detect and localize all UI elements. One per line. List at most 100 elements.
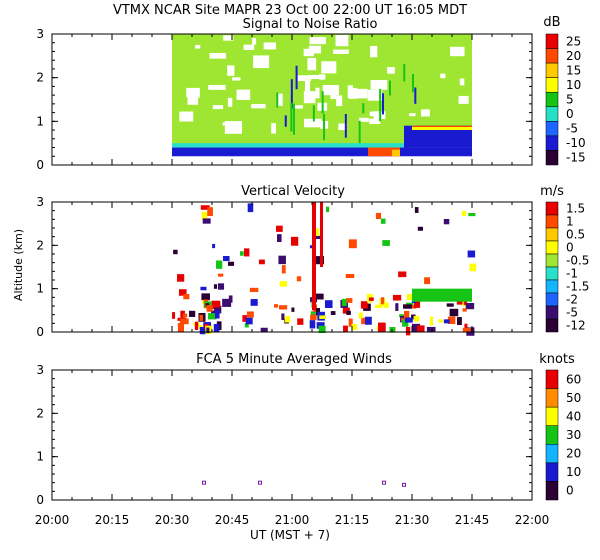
velocity-cell <box>177 322 185 332</box>
velocity-layer <box>412 288 472 302</box>
snr-hotspot <box>368 147 400 157</box>
wind-point <box>258 480 262 485</box>
colorbar-swatch <box>545 388 559 408</box>
colorbar-label: -15 <box>566 151 586 165</box>
velocity-cell <box>462 327 471 332</box>
colorbar-swatch <box>545 121 559 137</box>
velocity-cell <box>414 207 419 213</box>
snr-gap <box>352 88 368 99</box>
colorbar-swatch <box>545 369 559 389</box>
velocity-cell <box>177 274 185 282</box>
snr-gap <box>370 45 378 58</box>
y-tick-label: 0 <box>36 158 44 172</box>
colorbar-label: 30 <box>566 428 581 442</box>
snr-gap <box>308 45 322 54</box>
velocity-cell <box>273 304 279 308</box>
panel-1: 0 1 2 3 <box>36 27 533 172</box>
snr-streak <box>381 93 384 115</box>
velocity-cell <box>189 310 196 317</box>
y-tick-label: 2 <box>36 71 44 85</box>
velocity-cell <box>247 203 254 213</box>
velocity-cell <box>312 235 322 239</box>
snr-gap <box>409 113 416 117</box>
velocity-cell <box>179 318 189 325</box>
velocity-cell <box>202 218 211 224</box>
winds-unit: knots <box>539 352 575 367</box>
velocity-cell <box>463 299 468 305</box>
colorbar-label: 20 <box>566 49 581 63</box>
velocity-cell <box>411 323 421 332</box>
velocity-title: Vertical Velocity <box>241 184 345 199</box>
velocity-cell <box>296 276 302 282</box>
snr-gap <box>459 78 465 86</box>
velocity-cell <box>467 250 476 258</box>
velocity-cell <box>281 265 286 274</box>
velocity-cell <box>222 298 232 307</box>
velocity-cell <box>228 295 233 303</box>
snr-gap <box>333 49 349 54</box>
snr-gap <box>309 37 326 45</box>
snr-gap <box>304 79 311 92</box>
wind-point <box>382 480 386 485</box>
snr-streak <box>292 103 295 135</box>
velocity-cell <box>443 319 450 324</box>
velocity-cell <box>246 311 254 318</box>
colorbar-label: 25 <box>566 34 581 48</box>
y-tick-label: 1 <box>36 114 44 128</box>
snr-streak <box>323 113 326 141</box>
snr-gap <box>263 42 277 50</box>
colorbar-label: -0.5 <box>566 254 589 268</box>
snr-streak <box>388 80 391 96</box>
colorbar-label: -1 <box>566 267 578 281</box>
velocity-cell <box>438 319 443 323</box>
y-tick-label: 1 <box>36 282 44 296</box>
velocity-cell <box>346 310 351 315</box>
colorbar-label: -5 <box>566 122 578 136</box>
x-tick-label: 20:30 <box>155 513 190 527</box>
snr-streak <box>414 87 417 104</box>
snr-gap <box>458 95 469 104</box>
plot-frame <box>51 369 533 501</box>
snr-gap <box>359 117 369 122</box>
snr-bottom-band-edge <box>172 143 472 148</box>
snr-gap <box>251 103 266 109</box>
x-axis-label: UT (MST + 7) <box>250 528 330 542</box>
snr-gap <box>303 48 314 57</box>
snr-streak <box>312 105 315 122</box>
colorbar-swatch <box>545 481 559 501</box>
snr-streak <box>344 114 347 138</box>
velocity-cell <box>411 314 416 320</box>
snr-gap <box>307 57 317 71</box>
velocity-cell <box>426 326 436 332</box>
snr-gap <box>222 122 228 126</box>
panel-3: 0 1 2 3 <box>36 363 533 507</box>
snr-gap <box>223 35 234 41</box>
snr-gap <box>336 95 343 107</box>
colorbar-label: 50 <box>566 391 581 405</box>
snr-gap <box>243 44 255 50</box>
colorbar-swatch <box>545 62 559 78</box>
colorbar-swatch <box>545 253 559 268</box>
velocity-cell <box>315 256 324 265</box>
colorbar-label: 5 <box>566 93 574 107</box>
velocity-cell <box>281 313 285 320</box>
velocity-cell <box>326 206 330 213</box>
velocity-cell <box>249 287 259 292</box>
y-tick-label: 2 <box>36 238 44 252</box>
velocity-column <box>320 202 323 267</box>
velocity-cell <box>383 302 389 308</box>
velocity-cell <box>417 226 423 231</box>
snr-gap <box>322 84 340 96</box>
velocity-cell <box>414 298 421 308</box>
colorbars: 2520151050-5-10-151.510.50-0.5-1-1.5-2-5… <box>545 33 589 501</box>
colorbar-swatch <box>545 240 559 255</box>
velocity-cell <box>199 326 207 335</box>
velocity-cell <box>284 316 291 323</box>
colorbar-swatch <box>545 214 559 229</box>
velocity-cell <box>405 326 411 336</box>
snr-gap <box>209 52 227 59</box>
velocity-cell <box>392 294 402 301</box>
colorbar-label: 40 <box>566 409 581 423</box>
wind-point <box>402 482 406 487</box>
colorbar-label: -2 <box>566 293 578 307</box>
